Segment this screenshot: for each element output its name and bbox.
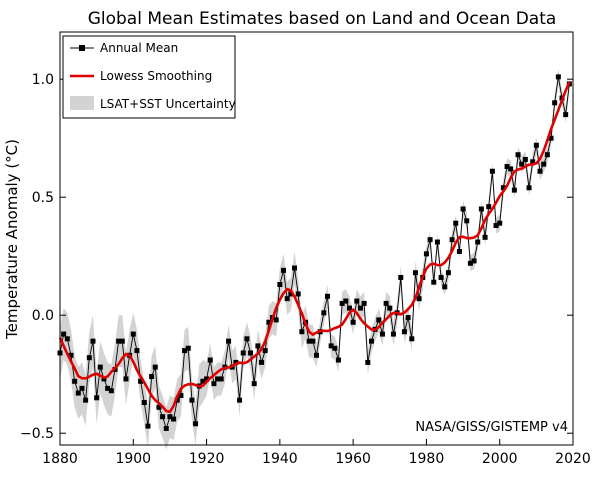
legend-lowess-label: Lowess Smoothing	[100, 69, 212, 83]
y-tick-label: −0.5	[20, 426, 54, 442]
legend-annual-label: Annual Mean	[100, 41, 178, 55]
y-tick-label: 0.5	[32, 190, 54, 206]
x-tick-label: 2020	[555, 451, 591, 467]
chart-title: Global Mean Estimates based on Land and …	[88, 9, 557, 29]
x-axis-ticks: 1880 1900 1920 1940 1960 1980 2000 2020	[42, 439, 591, 467]
x-tick-label: 1940	[262, 451, 298, 467]
x-tick-label: 1880	[42, 451, 78, 467]
x-tick-label: 1980	[409, 451, 445, 467]
x-tick-label: 2000	[482, 451, 518, 467]
source-annotation: NASA/GISS/GISTEMP v4	[415, 420, 568, 435]
y-tick-label: 1.0	[32, 72, 54, 88]
legend: Annual Mean Lowess Smoothing LSAT+SST Un…	[62, 35, 236, 119]
lowess-line	[58, 81, 571, 414]
x-tick-label: 1920	[189, 451, 225, 467]
annual-mean-line	[59, 76, 570, 430]
legend-annual-marker	[79, 45, 85, 51]
legend-uncertainty-swatch	[70, 96, 94, 110]
uncertainty-band	[60, 68, 570, 450]
legend-uncertainty-label: LSAT+SST Uncertainty	[100, 97, 236, 111]
x-tick-label: 1960	[335, 451, 371, 467]
y-tick-label: 0.0	[32, 308, 54, 324]
x-tick-label: 1900	[115, 451, 151, 467]
plot-frame-border	[59, 31, 574, 446]
y-axis-ticks: −0.5 0.0 0.5 1.0	[20, 72, 573, 442]
y-axis-label: Temperature Anomaly (°C)	[3, 139, 21, 340]
